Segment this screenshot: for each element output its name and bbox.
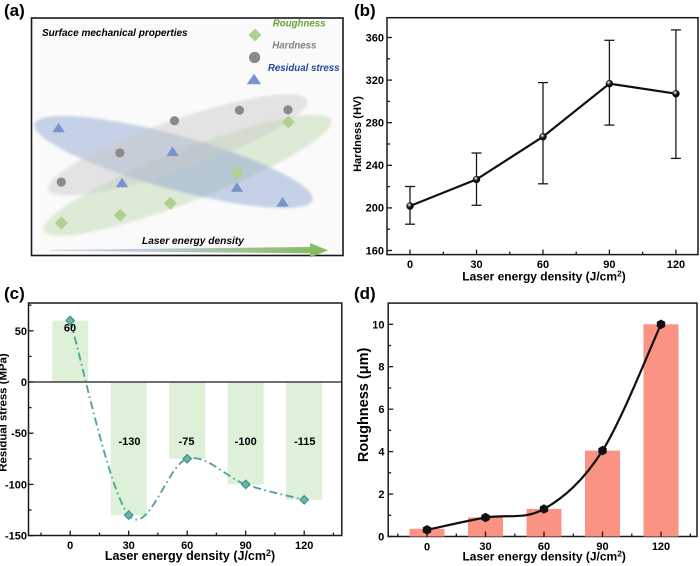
svg-text:Residual stress (MPa): Residual stress (MPa) — [0, 353, 10, 472]
svg-text:8: 8 — [378, 362, 384, 374]
svg-text:280: 280 — [366, 118, 384, 130]
svg-text:Surface mechanical properties: Surface mechanical properties — [42, 28, 188, 39]
svg-text:0: 0 — [21, 377, 27, 389]
svg-text:0: 0 — [378, 531, 384, 543]
svg-text:120: 120 — [652, 541, 670, 553]
svg-text:0: 0 — [424, 542, 430, 554]
svg-text:(a): (a) — [4, 1, 25, 20]
svg-text:90: 90 — [596, 541, 608, 553]
svg-text:Laser energy density (J/cm2): Laser energy density (J/cm2) — [462, 549, 625, 564]
svg-text:60: 60 — [64, 323, 76, 335]
svg-text:360: 360 — [366, 32, 384, 44]
svg-text:240: 240 — [366, 160, 384, 172]
svg-text:-150: -150 — [5, 531, 27, 543]
svg-text:10: 10 — [372, 319, 384, 331]
svg-text:160: 160 — [366, 245, 384, 257]
svg-text:Hardness (HV): Hardness (HV) — [352, 96, 364, 172]
svg-text:90: 90 — [240, 540, 252, 552]
svg-text:0: 0 — [67, 540, 73, 552]
svg-text:30: 30 — [479, 541, 491, 553]
svg-text:4: 4 — [378, 447, 385, 459]
svg-text:30: 30 — [470, 259, 482, 271]
svg-text:(c): (c) — [4, 284, 25, 303]
svg-text:Roughness (μm): Roughness (μm) — [356, 348, 372, 463]
svg-text:Laser energy density (J/cm2): Laser energy density (J/cm2) — [105, 548, 275, 563]
svg-text:120: 120 — [667, 259, 685, 271]
svg-text:90: 90 — [603, 259, 615, 271]
svg-text:Laser energy density (J/cm2): Laser energy density (J/cm2) — [462, 269, 625, 284]
svg-text:60: 60 — [537, 259, 549, 271]
svg-text:30: 30 — [123, 540, 135, 552]
svg-text:60: 60 — [538, 541, 550, 553]
svg-text:-115: -115 — [294, 436, 315, 448]
svg-text:-100: -100 — [5, 479, 27, 491]
svg-text:-100: -100 — [235, 436, 257, 448]
svg-text:Laser energy density: Laser energy density — [142, 236, 245, 247]
svg-text:Residual stress: Residual stress — [268, 63, 340, 74]
svg-text:-50: -50 — [11, 428, 27, 440]
svg-text:320: 320 — [366, 75, 384, 87]
svg-text:-75: -75 — [179, 436, 195, 448]
svg-text:200: 200 — [366, 203, 384, 215]
svg-text:-130: -130 — [118, 436, 140, 448]
svg-text:Roughness: Roughness — [273, 19, 326, 30]
svg-text:6: 6 — [378, 404, 384, 416]
svg-text:(d): (d) — [354, 284, 376, 303]
svg-text:(b): (b) — [354, 1, 376, 20]
svg-text:60: 60 — [181, 540, 193, 552]
svg-text:120: 120 — [295, 540, 313, 552]
svg-text:2: 2 — [378, 489, 384, 501]
svg-text:50: 50 — [15, 326, 27, 338]
svg-text:Hardness: Hardness — [272, 41, 317, 52]
svg-text:0: 0 — [407, 259, 413, 271]
